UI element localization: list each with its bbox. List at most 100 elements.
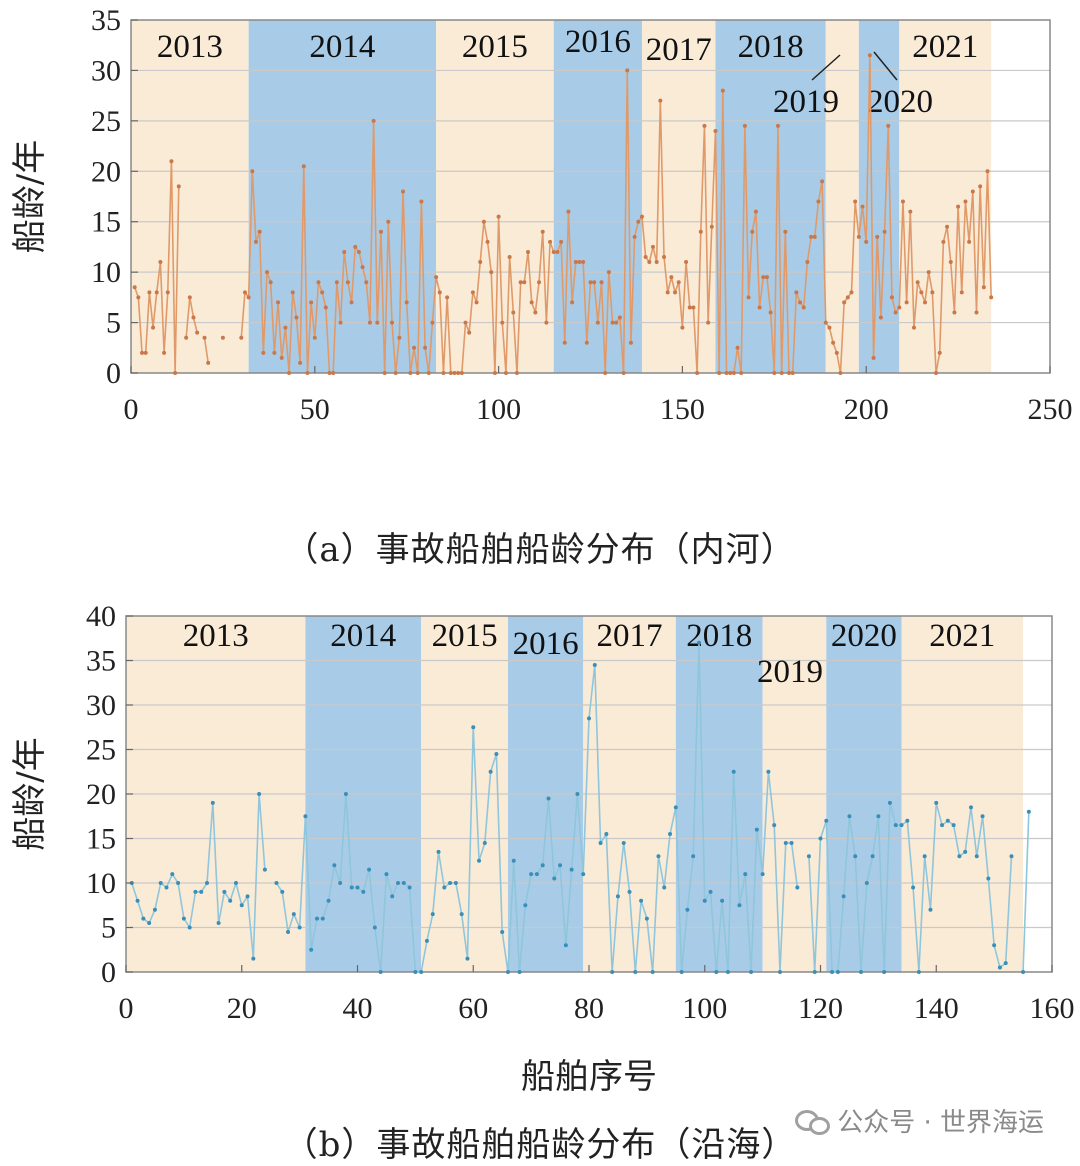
data-point [768,310,773,315]
data-point [708,889,713,894]
y-tick-label: 0 [106,357,121,390]
data-point [926,270,931,275]
year-label-2018: 2018 [686,618,752,654]
data-point [135,898,140,903]
data-point [401,189,406,194]
data-point [463,320,468,325]
data-point [331,371,336,375]
data-point [772,823,777,828]
plot-frame [130,19,1051,374]
data-point [250,169,255,174]
data-point [575,792,580,796]
data-point [714,970,719,974]
data-point [326,898,331,903]
data-point [187,295,192,300]
data-point [184,335,189,340]
year-label-2013: 2013 [183,618,249,654]
data-point [228,898,233,903]
data-point [423,345,428,350]
data-point [592,662,597,667]
data-point [257,229,262,234]
data-point [141,916,146,921]
data-point [280,889,285,894]
year-label-2017: 2017 [597,618,663,654]
data-point [685,907,690,912]
data-point [882,229,887,234]
data-point [783,840,788,845]
data-point [720,898,725,903]
data-point [968,805,973,810]
data-point [222,889,227,894]
data-point [859,970,864,974]
data-point [152,907,157,912]
x-tick-label: 0 [124,393,139,426]
leader-line-2020 [873,51,898,81]
year-label-2014: 2014 [330,618,396,654]
data-point [181,916,186,921]
data-point [170,872,175,877]
year-label-2021: 2021 [929,618,995,654]
year-label-2018: 2018 [738,29,804,65]
data-point [434,275,439,280]
y-tick-label: 40 [86,600,116,633]
data-point [511,310,516,315]
data-point [199,889,204,894]
data-point [691,305,696,310]
data-point [551,249,556,254]
data-point [396,881,401,885]
data-point [794,290,799,295]
data-point [555,249,560,254]
y-tick-label: 15 [86,823,116,856]
x-tick-label: 40 [343,992,373,1025]
data-point [581,260,586,265]
data-point [1009,854,1014,859]
x-tick-label: 0 [119,992,134,1025]
data-point [1003,961,1008,966]
y-tick-label: 10 [86,867,116,900]
data-point [737,903,742,908]
y-tick-label: 20 [91,155,121,188]
data-point [963,849,968,854]
data-point [989,295,994,300]
data-point [900,199,905,204]
data-point [669,275,674,280]
data-point [294,315,299,320]
data-point [577,260,582,265]
data-point [176,881,181,885]
data-point [448,371,453,375]
data-point [251,956,256,961]
data-point [809,234,814,239]
data-point [355,885,360,890]
data-point [867,53,872,58]
data-point [573,260,578,265]
data-point [441,371,446,375]
data-point [934,800,939,805]
data-point [517,970,522,974]
data-point [489,270,494,275]
data-point [253,239,258,244]
data-point [436,849,441,854]
data-point [753,209,758,214]
data-point [702,123,707,128]
data-point [390,894,395,899]
data-point [500,320,505,325]
data-point [760,872,765,877]
data-point [945,224,950,229]
x-tick-label: 250 [1028,393,1073,426]
data-point [533,310,538,315]
x-tick-label: 150 [660,393,705,426]
data-point [559,239,564,244]
data-point [974,310,979,315]
data-point [233,881,238,885]
data-point [665,290,670,295]
data-point [353,244,358,249]
data-point [471,725,476,730]
data-point [356,249,361,254]
data-point [658,98,663,103]
data-point [905,818,910,823]
data-point [772,371,777,375]
data-point [831,340,836,345]
data-point [375,320,380,325]
data-point [367,867,372,872]
